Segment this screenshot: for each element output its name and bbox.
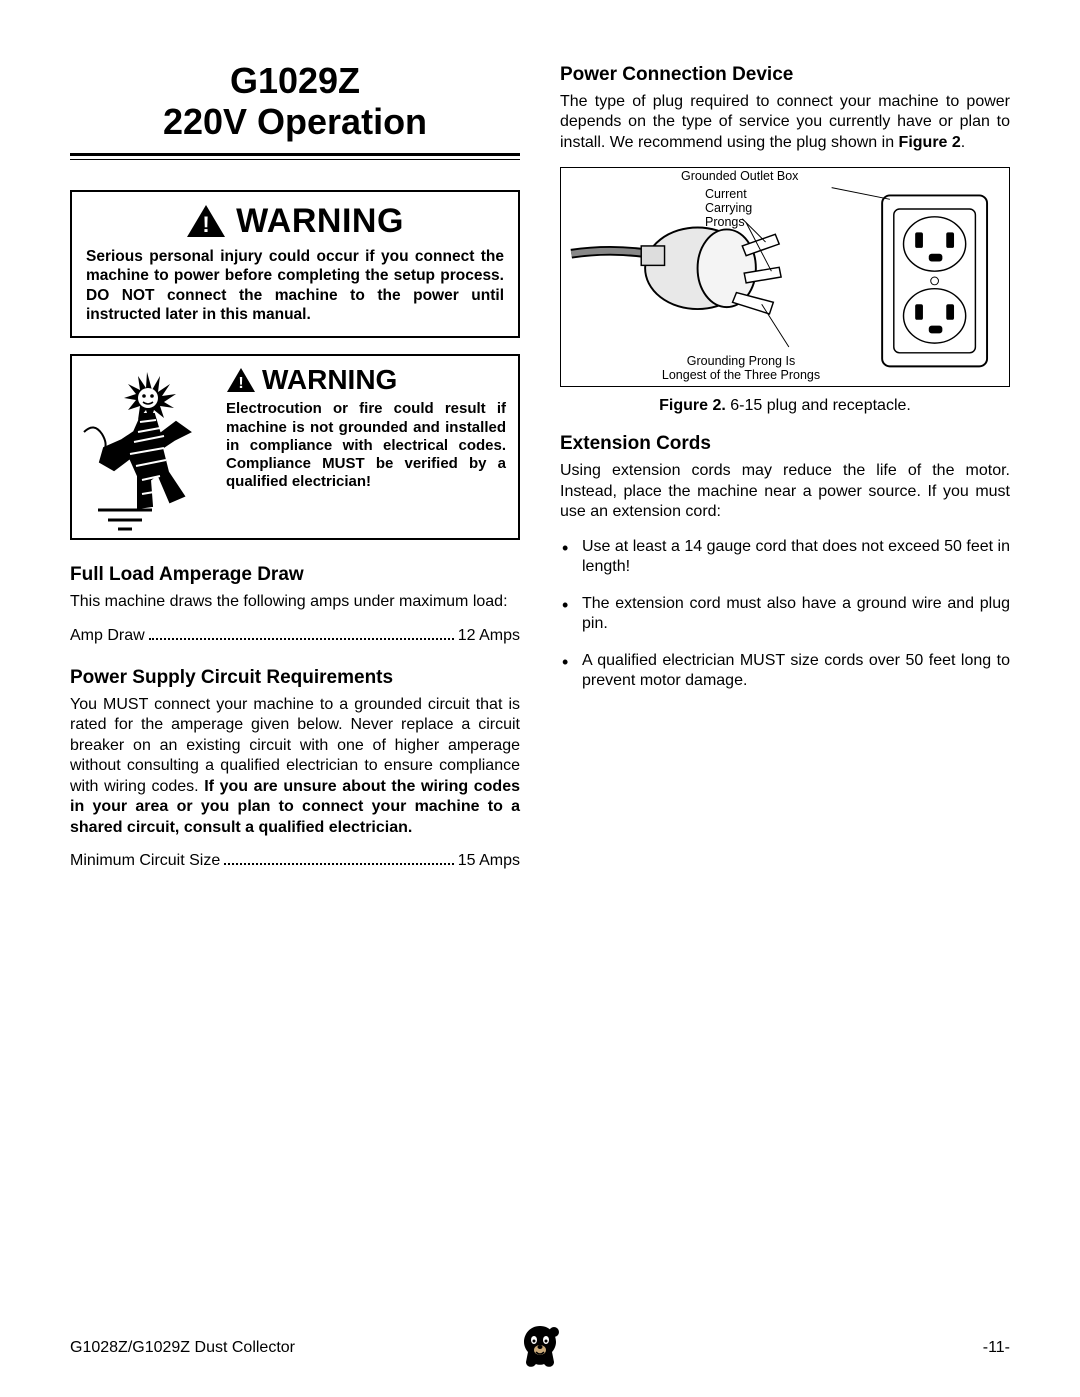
warning-2-header: ! WARNING <box>226 364 506 396</box>
title-line-2: 220V Operation <box>163 101 427 142</box>
pcd-text-b: Figure 2 <box>899 134 961 151</box>
ext-bullets: Use at least a 14 gauge cord that does n… <box>560 537 1010 692</box>
electrocution-icon <box>72 356 222 538</box>
plug-receptacle-diagram <box>567 176 1003 380</box>
list-item: Use at least a 14 gauge cord that does n… <box>582 537 1010 578</box>
full-load-heading: Full Load Amperage Draw <box>70 564 520 586</box>
warning-triangle-icon: ! <box>226 367 256 393</box>
title-line-1: G1029Z <box>230 60 360 101</box>
psc-heading: Power Supply Circuit Requirements <box>70 667 520 689</box>
fig-caption-b: 6-15 plug and receptacle. <box>726 397 911 414</box>
footer-logo-icon <box>516 1322 564 1375</box>
footer-right: -11- <box>983 1339 1010 1357</box>
page-title: G1029Z 220V Operation <box>70 60 520 143</box>
figure-2-box: Grounded Outlet Box Current Carrying Pro… <box>560 167 1010 387</box>
warning-1-label: WARNING <box>236 202 404 241</box>
title-rule-thick <box>70 153 520 156</box>
warning-box-2: ! WARNING Electrocution or fire could re… <box>70 354 520 540</box>
warning-2-label: WARNING <box>262 364 397 396</box>
right-column: Power Connection Device The type of plug… <box>560 60 1010 892</box>
warning-triangle-icon: ! <box>186 204 226 238</box>
list-item: A qualified electrician MUST size cords … <box>582 651 1010 692</box>
pcd-text: The type of plug required to connect you… <box>560 92 1010 153</box>
pcd-text-c: . <box>961 134 965 151</box>
dot-leader <box>224 863 453 865</box>
warning-2-text: Electrocution or fire could result if ma… <box>226 400 506 491</box>
figure-2-caption: Figure 2. 6-15 plug and receptacle. <box>560 397 1010 415</box>
full-load-text: This machine draws the following amps un… <box>70 592 520 612</box>
footer-left: G1028Z/G1029Z Dust Collector <box>70 1339 295 1357</box>
fig-label-ground-a: Grounding Prong Is <box>687 354 795 368</box>
warning-box-1: ! WARNING Serious personal injury could … <box>70 190 520 339</box>
page-footer: G1028Z/G1029Z Dust Collector -11- <box>70 1339 1010 1357</box>
amp-draw-line: Amp Draw 12 Amps <box>70 627 520 645</box>
pcd-heading: Power Connection Device <box>560 64 1010 86</box>
ext-heading: Extension Cords <box>560 433 1010 455</box>
fig-caption-a: Figure 2. <box>659 397 726 414</box>
amp-draw-label: Amp Draw <box>70 627 145 645</box>
fig-label-prongs-b: Carrying <box>705 201 752 215</box>
fig-label-prongs-c: Prongs <box>705 215 745 229</box>
min-circuit-value: 15 Amps <box>458 852 520 870</box>
warning-2-content: ! WARNING Electrocution or fire could re… <box>222 356 518 538</box>
fig-label-ground-b: Longest of the Three Prongs <box>662 368 820 382</box>
fig-label-prongs-a: Current <box>705 187 747 201</box>
amp-draw-value: 12 Amps <box>458 627 520 645</box>
list-item: The extension cord must also have a grou… <box>582 594 1010 635</box>
svg-text:!: ! <box>238 375 243 392</box>
page-columns: G1029Z 220V Operation ! WARNING Serious … <box>70 60 1010 892</box>
svg-text:!: ! <box>202 212 209 237</box>
dot-leader <box>149 638 454 640</box>
psc-text: You MUST connect your machine to a groun… <box>70 695 520 838</box>
ext-text: Using extension cords may reduce the lif… <box>560 461 1010 522</box>
min-circuit-label: Minimum Circuit Size <box>70 852 220 870</box>
left-column: G1029Z 220V Operation ! WARNING Serious … <box>70 60 520 892</box>
warning-1-text: Serious personal injury could occur if y… <box>86 247 504 325</box>
fig-label-outlet: Grounded Outlet Box <box>681 170 798 184</box>
warning-1-header: ! WARNING <box>86 202 504 241</box>
title-rule-thin <box>70 159 520 160</box>
min-circuit-line: Minimum Circuit Size 15 Amps <box>70 852 520 870</box>
